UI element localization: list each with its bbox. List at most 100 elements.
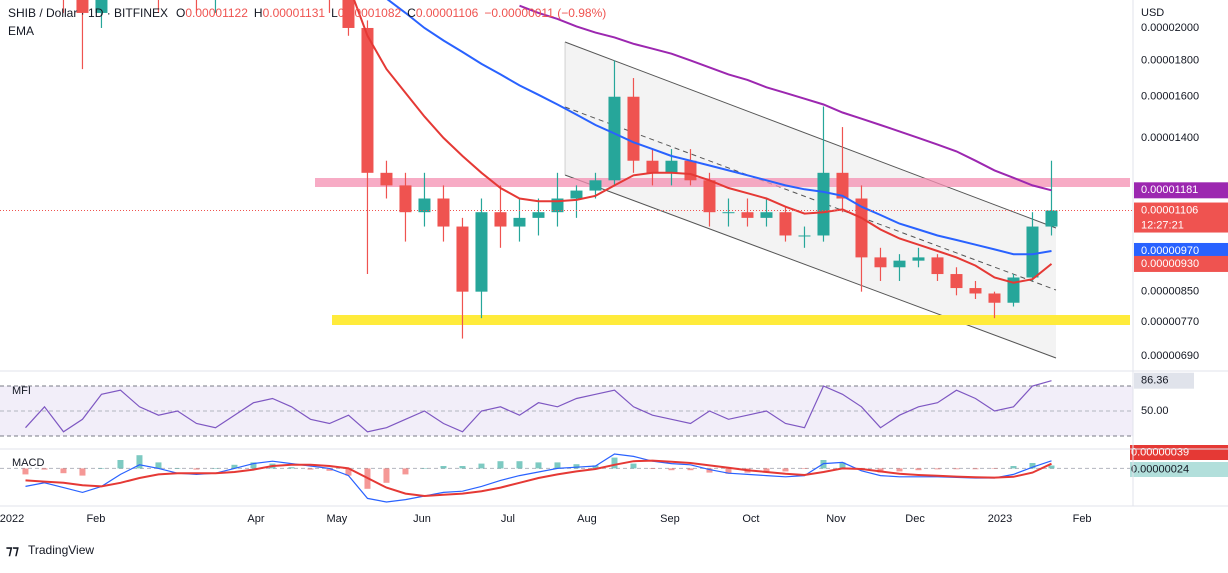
macd-histogram-bar — [79, 468, 86, 476]
macd-histogram-bar — [41, 468, 48, 470]
x-tick-label: Dec — [905, 513, 925, 525]
candle-body — [722, 212, 735, 214]
price-label-box — [1134, 255, 1228, 272]
channel-mid — [564, 106, 1057, 291]
macd-histogram-bar — [440, 466, 447, 469]
currency: USD — [1141, 7, 1164, 19]
candle-body — [418, 198, 431, 213]
candle-body — [798, 235, 811, 237]
x-tick-label: 2023 — [988, 513, 1012, 525]
macd-hist-box — [1130, 462, 1228, 477]
candle-body — [893, 260, 906, 268]
x-tick-label: Feb — [1073, 513, 1092, 525]
candle-body — [456, 226, 469, 292]
macd-pane — [0, 453, 1133, 503]
macd-histogram-bar — [478, 463, 485, 469]
candle-body — [665, 160, 678, 173]
macd-histogram-bar — [668, 468, 675, 471]
candle-body — [836, 172, 849, 199]
l: L — [331, 6, 338, 20]
macd-histogram-bar — [288, 467, 295, 469]
axes: 2022 Feb Apr May Jun Jul Aug Sep Oct Nov Dec 2023 Fe… — [0, 22, 1228, 525]
y-tick-label: 0.00000850 — [1141, 286, 1199, 298]
price-pane — [0, 0, 1133, 339]
macd-histogram-bar — [782, 468, 789, 472]
macd-histogram-bar — [706, 468, 713, 473]
macd-histogram-bar — [421, 468, 428, 469]
x-tick-label: Jun — [413, 513, 431, 525]
candle-body — [95, 0, 108, 13]
mfi-value-box — [1134, 372, 1194, 389]
c: C — [407, 6, 416, 20]
y-tick-label: 0.00000770 — [1141, 316, 1199, 328]
support-zone — [332, 315, 1130, 325]
candle-body — [399, 185, 412, 213]
candle-body — [608, 96, 621, 181]
candle-body — [817, 172, 830, 236]
y-tick-label: 0.00000690 — [1141, 350, 1199, 362]
macd-histogram-bar — [136, 455, 143, 469]
candle-body — [76, 0, 89, 13]
y-tick-label: 0.00001800 — [1141, 54, 1199, 66]
close: 0.00001106 — [416, 6, 479, 20]
macd-line — [25, 459, 1052, 498]
candle-body — [855, 198, 868, 258]
symbol: SHIB / Dollar · 1D · BITFINEX — [8, 6, 168, 20]
macd-histogram-bar — [725, 468, 732, 474]
macd-histogram-bar — [1010, 466, 1017, 469]
macd-histogram-bar — [592, 465, 599, 469]
macd-histogram-bar — [193, 468, 200, 470]
candle-body — [741, 212, 754, 218]
candle-body — [779, 212, 792, 236]
price-label-box — [1134, 202, 1228, 233]
x-tick-label: Apr — [247, 513, 264, 525]
candle-body — [703, 180, 716, 213]
ema-label: EMA — [8, 24, 34, 38]
x-tick-label: Sep — [660, 513, 680, 525]
macd-histogram-bar — [630, 463, 637, 469]
brand: ⁊⁊ TradingView — [6, 542, 94, 557]
x-tick-label: Aug — [577, 513, 597, 525]
macd-histogram-bar — [383, 468, 390, 483]
candle-body — [1026, 226, 1039, 278]
mfi-value-label: 86.36 — [1141, 375, 1169, 387]
candle-body — [437, 198, 450, 227]
y-tick-label: 0.00002000 — [1141, 22, 1199, 34]
candle-body — [912, 257, 925, 261]
mfi-tick-label: 50.00 — [1141, 405, 1169, 417]
macd-histogram-bar — [231, 464, 238, 469]
price-label: 0.00000970 — [1141, 245, 1199, 257]
macd-histogram-bar — [554, 462, 561, 469]
mfi-line — [25, 380, 1052, 433]
h: H — [254, 6, 263, 20]
channel-fill — [565, 42, 1056, 358]
resistance-zone — [315, 178, 1130, 187]
macd-histogram-bar — [991, 468, 998, 469]
macd-histogram-bar — [839, 462, 846, 469]
mfi-pane — [0, 380, 1133, 437]
ema-line — [519, 4, 1052, 192]
macd-histogram-bar — [22, 468, 29, 475]
candle-body — [969, 288, 982, 294]
candle-body — [874, 257, 887, 268]
candle-body — [494, 212, 507, 227]
macd-histogram-bar — [687, 468, 694, 471]
x-tick-label: Jul — [501, 513, 515, 525]
macd-histogram-bar — [1029, 463, 1036, 469]
candle-body — [988, 293, 1001, 303]
macd-histogram-bar — [250, 462, 257, 469]
mfi-title: MFI — [12, 385, 31, 397]
ema-line — [353, 0, 1053, 284]
price-label: 0.00000930 — [1141, 258, 1199, 270]
candle-body — [627, 96, 640, 161]
macd-line — [25, 453, 1052, 503]
macd-histogram-bar — [345, 468, 352, 476]
o: O — [176, 6, 185, 20]
macd-histogram-bar — [972, 468, 979, 470]
macd-histogram-bar — [1048, 465, 1055, 469]
macd-histogram-bar — [801, 468, 808, 469]
candle-body — [361, 27, 374, 173]
macd-histogram-bar — [174, 468, 181, 469]
candle-body — [931, 257, 944, 275]
candle-body — [570, 190, 583, 199]
